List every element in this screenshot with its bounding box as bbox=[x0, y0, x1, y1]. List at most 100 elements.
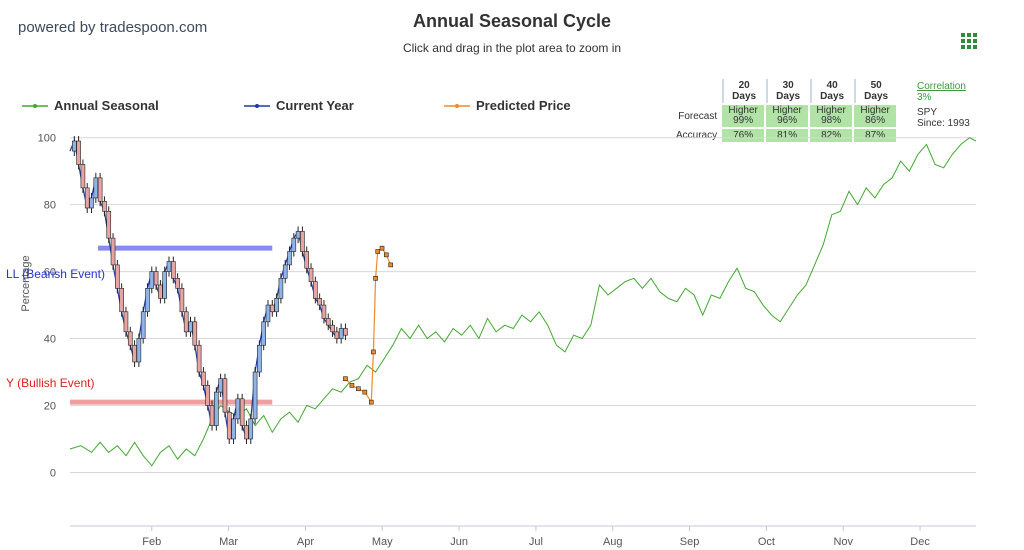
forecast-cell: Higher 98% bbox=[810, 105, 853, 127]
forecast-label: Forecast bbox=[678, 110, 718, 122]
candle-body bbox=[119, 288, 124, 313]
forecast-table: 20 Days 30 Days 40 Days 50 Days Forecast… bbox=[673, 77, 898, 144]
candle-body bbox=[209, 405, 215, 426]
candle-body bbox=[72, 140, 77, 152]
candle-body bbox=[218, 378, 223, 393]
predicted-point bbox=[362, 389, 368, 395]
candle-body bbox=[153, 271, 159, 286]
y-tick-label: 40 bbox=[44, 334, 56, 346]
candle-body bbox=[179, 288, 185, 313]
candle-body bbox=[127, 331, 133, 346]
candle-body bbox=[162, 271, 167, 299]
accuracy-cell: 87% bbox=[854, 129, 897, 142]
candle-body bbox=[325, 318, 331, 326]
x-tick-label: Dec bbox=[910, 536, 930, 548]
candle-body bbox=[300, 231, 305, 252]
candle-body bbox=[102, 200, 107, 212]
predicted-point bbox=[375, 249, 381, 254]
candle-body bbox=[140, 311, 146, 339]
candle-body bbox=[170, 261, 176, 279]
forecast-cell: Higher 99% bbox=[722, 105, 765, 127]
candle-body bbox=[132, 344, 137, 363]
candle-body bbox=[313, 281, 318, 299]
candle-body bbox=[110, 237, 116, 266]
y-tick-label: 80 bbox=[44, 200, 56, 212]
predicted-point bbox=[388, 262, 393, 268]
predicted-point bbox=[343, 376, 348, 382]
candle-body bbox=[321, 304, 327, 319]
x-tick-label: Nov bbox=[833, 536, 853, 548]
x-tick-label: Jul bbox=[529, 536, 543, 548]
candle-body bbox=[317, 298, 322, 306]
candle-body bbox=[261, 321, 266, 346]
candle-body bbox=[166, 261, 172, 272]
correlation-box: Correlation 3% SPY Since: 1993 bbox=[917, 81, 970, 129]
accuracy-cell: 82% bbox=[810, 129, 853, 142]
candle-body bbox=[338, 328, 344, 339]
legend-label: Current Year bbox=[276, 98, 354, 113]
candle-body bbox=[282, 264, 288, 279]
candle-body bbox=[76, 140, 81, 165]
legend-annual-seasonal[interactable]: Annual Seasonal bbox=[22, 98, 159, 113]
legend-line-icon bbox=[444, 103, 470, 108]
candle-body bbox=[343, 328, 348, 336]
x-tick-label: Mar bbox=[219, 536, 238, 548]
predicted-point bbox=[349, 383, 355, 388]
candle-body bbox=[295, 231, 301, 239]
grid-menu-icon[interactable] bbox=[961, 33, 977, 49]
candle-body bbox=[183, 311, 189, 333]
candle-body bbox=[80, 164, 86, 189]
forecast-cell: Higher 86% bbox=[854, 105, 897, 127]
candle-body bbox=[226, 411, 232, 440]
candle-body bbox=[278, 277, 284, 299]
x-tick-label: Oct bbox=[758, 536, 775, 548]
legend-predicted-price[interactable]: Predicted Price bbox=[444, 98, 571, 113]
powered-by-text[interactable]: powered by tradespoon.com bbox=[18, 19, 208, 36]
candle-body bbox=[89, 197, 94, 209]
candle-body bbox=[175, 277, 180, 289]
candle-body bbox=[136, 338, 142, 363]
y-tick-label: 100 bbox=[38, 133, 56, 145]
ticker-symbol: SPY bbox=[917, 107, 938, 118]
predicted-point bbox=[356, 386, 361, 392]
col-header: 20 Days bbox=[722, 79, 764, 103]
candle-body bbox=[287, 251, 292, 266]
x-tick-label: Apr bbox=[297, 536, 314, 548]
candle-body bbox=[269, 304, 275, 313]
candle-body bbox=[308, 267, 314, 282]
x-tick-label: Jun bbox=[450, 536, 468, 548]
candle-body bbox=[188, 321, 193, 333]
col-header: 50 Days bbox=[854, 79, 896, 103]
candle-body bbox=[149, 271, 155, 289]
y-axis-title: Percentage bbox=[20, 255, 32, 311]
candle-body bbox=[231, 418, 236, 440]
col-header: 30 Days bbox=[766, 79, 808, 103]
candle-body bbox=[192, 321, 198, 346]
x-tick-label: Sep bbox=[680, 536, 700, 548]
bullish-event-label: Y (Bullish Event) bbox=[6, 376, 94, 390]
candle-body bbox=[291, 237, 297, 252]
legend-label: Predicted Price bbox=[476, 98, 571, 113]
candle-body bbox=[330, 324, 335, 333]
candle-body bbox=[334, 331, 340, 339]
candle-body bbox=[145, 288, 150, 313]
candle-body bbox=[235, 398, 241, 420]
candle-body bbox=[239, 398, 245, 426]
predicted-point bbox=[373, 275, 378, 281]
candle-body bbox=[252, 371, 258, 420]
candle-body bbox=[248, 418, 254, 440]
candle-body bbox=[214, 391, 219, 426]
correlation-link[interactable]: Correlation bbox=[917, 81, 966, 92]
predicted-point bbox=[371, 349, 376, 355]
since-text: Since: 1993 bbox=[917, 118, 970, 129]
candle-body bbox=[84, 187, 90, 209]
candle-body bbox=[222, 378, 228, 413]
predicted-point bbox=[368, 399, 374, 405]
candle-body bbox=[106, 211, 112, 239]
legend-current-year[interactable]: Current Year bbox=[244, 98, 354, 113]
x-tick-label: Feb bbox=[142, 536, 161, 548]
series-line-annual-seasonal bbox=[69, 137, 977, 467]
candle-body bbox=[93, 177, 99, 199]
candle-body bbox=[201, 371, 206, 386]
